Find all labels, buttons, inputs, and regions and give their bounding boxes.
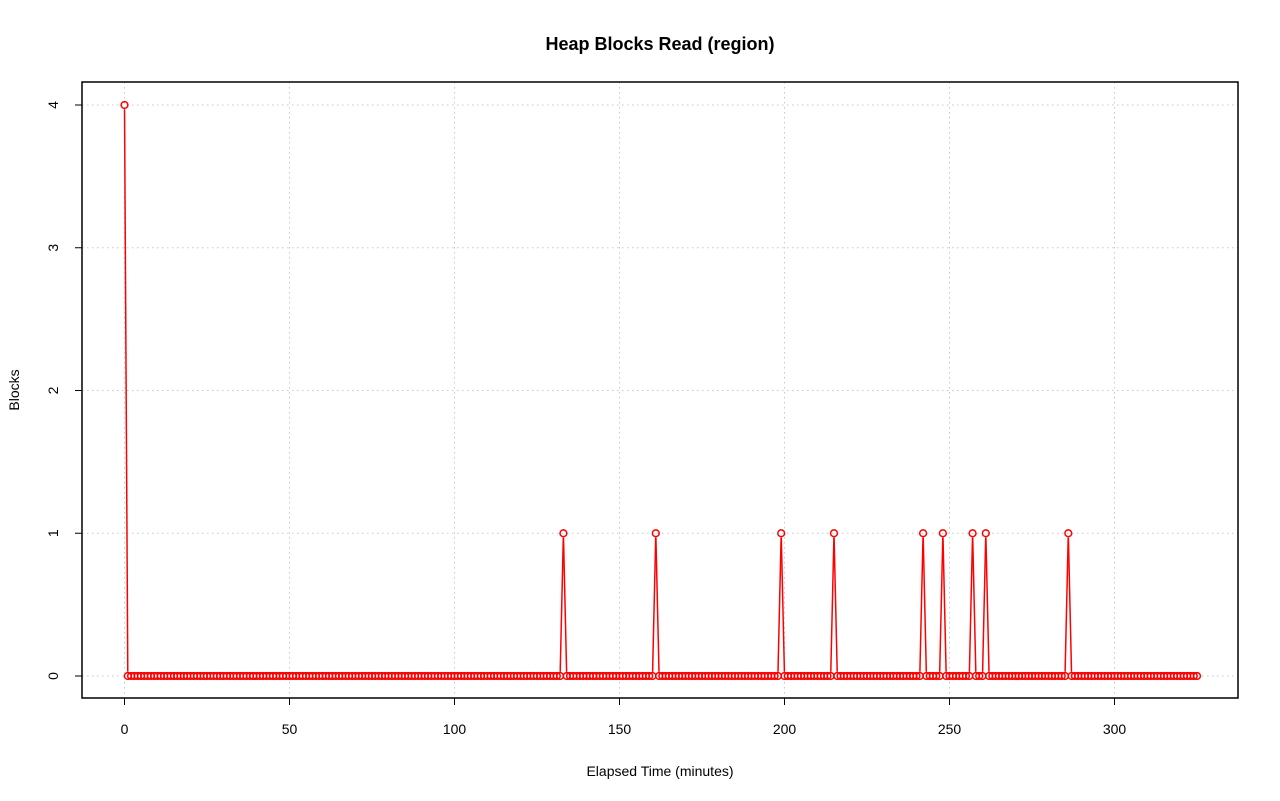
series-segment (942, 537, 947, 672)
data-point (981, 529, 990, 538)
data-point (120, 100, 129, 110)
plot-frame (81, 81, 1239, 699)
data-point (1064, 529, 1073, 538)
data-point (932, 671, 941, 681)
series-segment (971, 537, 977, 672)
series-segment (922, 537, 928, 672)
series-segment (655, 537, 660, 672)
x-tick-label: 100 (443, 721, 467, 737)
chart-title: Heap Blocks Read (region) (545, 34, 774, 54)
series-segment (981, 537, 987, 672)
x-axis-label: Elapsed Time (minutes) (586, 763, 733, 779)
data-point (975, 671, 984, 681)
y-tick-label: 3 (45, 244, 61, 252)
series-segment (562, 537, 568, 672)
data-point (651, 529, 660, 538)
data-point (829, 529, 839, 538)
series-heap-blocks (120, 100, 1202, 681)
data-point (912, 671, 921, 681)
x-tick-label: 200 (773, 721, 797, 737)
series-segment (123, 109, 129, 672)
x-tick-label: 150 (608, 721, 632, 737)
data-point (918, 529, 928, 538)
y-axis-label: Blocks (6, 369, 22, 410)
series-segment (830, 537, 835, 672)
series-segment (780, 537, 786, 672)
data-point (1192, 671, 1202, 681)
y-tick-label: 0 (45, 672, 61, 680)
series-segment (777, 537, 782, 672)
series-segment (1067, 537, 1073, 672)
series-segment (1064, 537, 1069, 672)
series-segment (833, 537, 838, 672)
data-point (552, 671, 561, 681)
x-tick-label: 300 (1103, 721, 1127, 737)
y-tick-label: 2 (45, 386, 61, 394)
x-axis: 0 50 100 150 200 250 300 (121, 697, 1127, 737)
data-point (968, 529, 977, 538)
series-segment (968, 537, 974, 672)
series-segment (919, 537, 924, 672)
x-tick-label: 0 (121, 721, 129, 737)
grid (82, 82, 1238, 698)
data-point (645, 671, 654, 681)
x-tick-label: 250 (938, 721, 962, 737)
data-point (777, 529, 786, 538)
data-point (938, 529, 948, 538)
y-axis: 0 1 2 3 4 (45, 101, 83, 680)
series-segment (985, 537, 990, 672)
data-point (559, 529, 568, 538)
data-point (1189, 671, 1198, 681)
y-tick-label: 1 (45, 529, 61, 537)
series-segment (559, 537, 565, 672)
data-point (961, 671, 971, 681)
series-segment (651, 537, 657, 672)
data-point (770, 671, 779, 681)
data-point (823, 671, 832, 681)
data-point (1057, 671, 1066, 681)
series-segment (938, 537, 944, 672)
x-tick-label: 50 (282, 721, 298, 737)
y-tick-label: 4 (45, 101, 61, 109)
